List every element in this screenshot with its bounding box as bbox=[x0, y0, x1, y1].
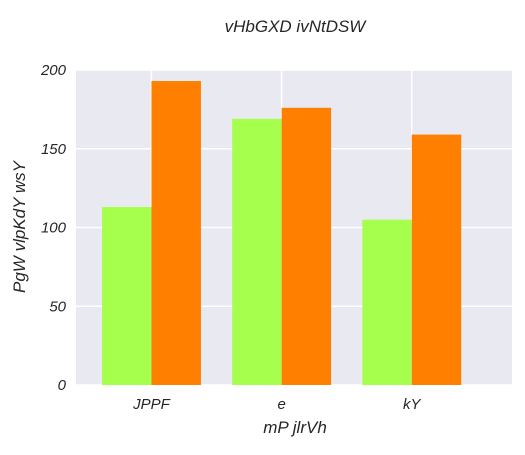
chart-title: vHbGXD ivNtDSW bbox=[225, 17, 368, 36]
x-tick-labels: JPPF e kY bbox=[132, 396, 421, 413]
y-tick-label: 200 bbox=[40, 62, 67, 79]
bar-e-series-1 bbox=[232, 119, 281, 385]
y-tick-label: 100 bbox=[41, 220, 67, 237]
bar-JPPF-series-2 bbox=[151, 81, 200, 385]
bar-JPPF-series-1 bbox=[102, 207, 151, 385]
bar-kY-series-1 bbox=[362, 220, 411, 385]
y-tick-label: 0 bbox=[58, 377, 67, 394]
x-tick-label: e bbox=[277, 396, 285, 413]
y-tick-labels: 0 50 100 150 200 bbox=[40, 62, 67, 394]
bar-kY-series-2 bbox=[412, 135, 461, 385]
y-axis-label: PgW vlpKdY wsY bbox=[10, 159, 29, 293]
x-axis-label: mP jlrVh bbox=[263, 418, 327, 437]
y-tick-label: 150 bbox=[41, 141, 67, 158]
x-tick-label: JPPF bbox=[132, 396, 171, 413]
bar-e-series-2 bbox=[282, 108, 331, 385]
x-tick-label: kY bbox=[403, 396, 422, 413]
y-tick-label: 50 bbox=[49, 298, 66, 315]
